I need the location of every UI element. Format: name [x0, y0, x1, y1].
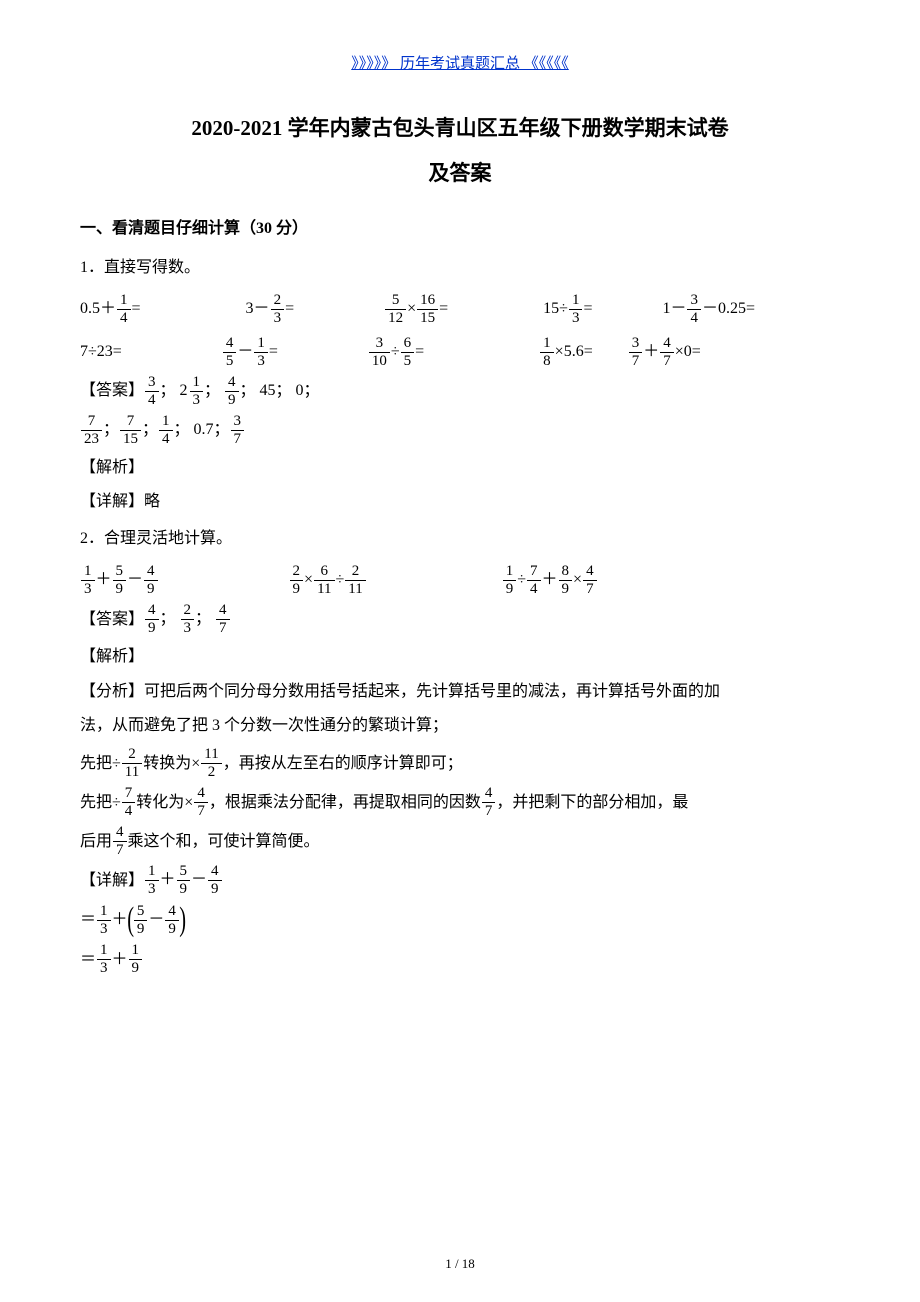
expr-cell: 37＋47×0=: [628, 336, 701, 369]
expr-cell: 18×5.6=: [539, 336, 593, 369]
expr-cell: 19÷74＋89×47: [502, 564, 598, 597]
expr-cell: 1－34－0.25=: [662, 293, 755, 326]
expr-cell: 3－23=: [246, 293, 295, 326]
q2-label: 2．合理灵活地计算。: [80, 524, 840, 554]
expr-cell: 15÷13=: [543, 293, 592, 326]
q2-answer: 【答案】 49； 23； 47: [80, 603, 840, 636]
fenxi-line1: 【分析】可把后两个同分母分数用括号括起来，先计算括号里的减法，再计算括号外面的加: [80, 677, 840, 707]
q1-detail: 【详解】略: [80, 487, 840, 517]
expr-cell: 29×611÷211: [289, 564, 367, 597]
answer-label: 【答案】: [80, 376, 144, 406]
expr-cell: 0.5＋14=: [80, 293, 141, 326]
doc-title-line1: 2020-2021 学年内蒙古包头青山区五年级下册数学期末试卷: [80, 109, 840, 149]
q2-jiexi: 【解析】: [80, 642, 840, 672]
q1-answer-line1: 【答案】 34； 213； 49； 45； 0；: [80, 375, 840, 408]
expr-cell: 7÷23=: [80, 337, 122, 367]
q1-row2: 7÷23= 45－13= 310÷65= 18×5.6= 37＋47×0=: [80, 336, 840, 369]
doc-title-line2: 及答案: [80, 154, 840, 194]
q1-jiexi: 【解析】: [80, 453, 840, 483]
header-link[interactable]: 》》》》》 历年考试真题汇总 《《《《《: [80, 50, 840, 79]
detail-eq3: ＝13＋19: [80, 943, 840, 976]
detail-eq-header: 【详解】 13＋59－49: [80, 864, 840, 897]
expr-cell: 512×1615=: [384, 293, 448, 326]
expr-cell: 45－13=: [222, 336, 278, 369]
expr-cell: 310÷65=: [368, 336, 424, 369]
q1-answer-content1: 34； 213； 49； 45； 0；: [144, 375, 320, 408]
fenxi-line3: 先把÷ 211 转换为× 112 ，再按从左至右的顺序计算即可；: [80, 747, 840, 780]
page: 》》》》》 历年考试真题汇总 《《《《《 2020-2021 学年内蒙古包头青山…: [0, 0, 920, 1302]
expr-cell: 13＋59－49: [80, 564, 159, 597]
q2-answer-content: 49； 23； 47: [144, 603, 231, 636]
section-1-heading: 一、看清题目仔细计算（30 分）: [80, 214, 840, 244]
fenxi-line4: 先把÷ 74 转化为× 47 ，根据乘法分配律，再提取相同的因数 47 ，并把剩…: [80, 786, 840, 819]
q1-answer-line2: 723； 715； 14； 0.7； 37: [80, 414, 840, 447]
page-footer: 1 / 18: [0, 1252, 920, 1277]
q1-row1: 0.5＋14= 3－23= 512×1615= 15÷13= 1－34－0.25=: [80, 293, 840, 326]
fenxi-line5: 后用 47 乘这个和，可使计算简便。: [80, 825, 840, 858]
fenxi-line2: 法，从而避免了把 3 个分数一次性通分的繁琐计算；: [80, 711, 840, 741]
detail-eq2: ＝13＋(59－49): [80, 903, 840, 937]
q2-row: 13＋59－49 29×611÷211 19÷74＋89×47: [80, 564, 840, 597]
q1-label: 1．直接写得数。: [80, 253, 840, 283]
